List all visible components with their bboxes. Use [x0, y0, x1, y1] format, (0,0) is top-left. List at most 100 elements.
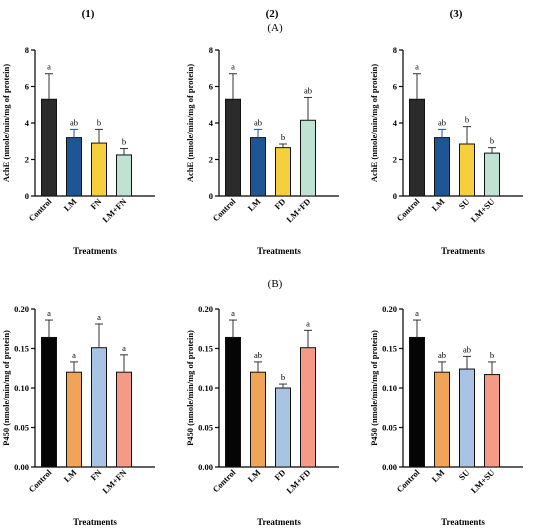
y-tick-label: 0.10: [14, 383, 29, 393]
column-label-2: (2): [266, 8, 279, 20]
x-category-label: LM+FN: [100, 467, 129, 496]
y-tick-label: 0.00: [198, 462, 213, 472]
x-category-label: LM+SU: [469, 196, 497, 224]
x-category-label: LM+FD: [284, 196, 312, 224]
bar: [409, 336, 425, 468]
significance-letter: a: [415, 62, 419, 72]
charts-group: 02468aControlabLMbFNbLM+FNTreatmentsAchE…: [1, 45, 523, 527]
significance-letter: b: [97, 117, 101, 127]
significance-letter: ab: [70, 117, 78, 127]
y-tick-label: 0.10: [198, 383, 213, 393]
bar: [116, 371, 132, 468]
y-axis-title: AchE (nmole/min/mg of protein): [1, 64, 11, 182]
y-axis-title: P450 (nmole/min/mg of protein): [369, 330, 379, 446]
x-category-label: Control: [394, 467, 421, 494]
significance-letter: b: [490, 136, 494, 146]
x-category-label: LM+FN: [100, 196, 129, 225]
x-category-label: LM+FD: [284, 467, 312, 495]
y-tick-label: 4: [209, 118, 214, 128]
y-tick-label: 0.20: [14, 304, 29, 314]
bar: [66, 137, 82, 197]
bar: [41, 336, 57, 468]
bar: [275, 387, 291, 468]
y-tick-label: 0.05: [14, 423, 29, 433]
bar: [91, 347, 107, 468]
significance-letter: a: [306, 318, 310, 328]
y-tick-label: 0.05: [382, 423, 397, 433]
x-category-label: LM: [430, 467, 447, 484]
chart-panel-5: 0.00 0.05 0.10 0.15 0.20 a Control ab LM b FD a LM+F…: [185, 304, 339, 527]
y-tick-label: 0.10: [382, 383, 397, 393]
bar: [91, 142, 107, 197]
y-tick-label: 0: [209, 191, 213, 201]
x-category-label: LM: [246, 196, 263, 213]
y-tick-label: 2: [25, 155, 29, 165]
x-category-label: FN: [88, 467, 104, 483]
significance-letter: ab: [254, 350, 262, 360]
x-category-label: Control: [26, 467, 53, 494]
y-axis-title: P450 (nmole/min/mg of protein): [1, 330, 11, 446]
x-category-label: LM: [62, 196, 79, 213]
bar: [434, 137, 450, 197]
significance-letter: ab: [438, 117, 446, 127]
chart-panel-2: 0 2 4 6 8 a Control ab LM b FD ab LM+FD Treatments Ach…: [185, 45, 339, 256]
x-category-label: Control: [210, 196, 237, 223]
x-axis-title: Treatments: [257, 517, 301, 527]
y-tick-label: 0.15: [198, 344, 213, 354]
bar: [116, 154, 132, 197]
significance-letter: b: [281, 372, 285, 382]
y-tick-label: 2: [393, 155, 397, 165]
y-tick-label: 2: [209, 155, 213, 165]
x-category-label: LM+SU: [469, 467, 497, 495]
x-axis-title: Treatments: [73, 517, 117, 527]
significance-letter: b: [490, 350, 494, 360]
y-tick-label: 4: [393, 118, 398, 128]
bar: [300, 347, 316, 468]
x-axis-title: Treatments: [73, 246, 117, 256]
bar: [484, 152, 500, 197]
significance-letter: a: [72, 350, 76, 360]
bar: [41, 98, 57, 197]
column-label-1: (1): [82, 8, 95, 20]
panel-label-b: (B): [268, 278, 283, 290]
x-category-label: Control: [26, 196, 53, 223]
x-category-label: SU: [457, 196, 472, 211]
y-axis-title: AchE (nmole/min/mg of protein): [369, 64, 379, 182]
significance-letter: b: [122, 137, 126, 147]
x-category-label: Control: [394, 196, 421, 223]
chart-panel-4: 0.00 0.05 0.10 0.15 0.20 a Control a LM a FN a LM+FN…: [1, 304, 155, 527]
x-axis-title: Treatments: [441, 246, 485, 256]
y-tick-label: 0: [393, 191, 397, 201]
significance-letter: a: [47, 308, 51, 318]
x-category-label: FD: [272, 467, 287, 482]
y-tick-label: 6: [25, 82, 29, 92]
y-tick-label: 0.15: [14, 344, 29, 354]
x-axis-title: Treatments: [441, 517, 485, 527]
bar: [250, 371, 266, 468]
bar: [225, 336, 241, 468]
significance-letter: ab: [304, 85, 312, 95]
significance-letter: b: [465, 115, 469, 125]
y-tick-label: 0.20: [198, 304, 213, 314]
y-axis-title: P450 (nmole/min/mg of protein): [185, 330, 195, 446]
significance-letter: a: [415, 308, 419, 318]
significance-letter: ab: [254, 117, 262, 127]
x-category-label: LM: [430, 196, 447, 213]
significance-letter: a: [122, 343, 126, 353]
significance-letter: b: [281, 132, 285, 142]
y-tick-label: 0.20: [382, 304, 397, 314]
bar: [66, 371, 82, 468]
bar: [434, 371, 450, 468]
bar: [225, 98, 241, 197]
x-category-label: FN: [88, 196, 104, 212]
significance-letter: a: [231, 62, 235, 72]
y-tick-label: 4: [25, 118, 30, 128]
chart-panel-3: 0 2 4 6 8 a Control ab LM b SU b LM+SU Treatments AchE…: [369, 45, 523, 256]
y-tick-label: 0.05: [198, 423, 213, 433]
bar: [409, 98, 425, 197]
y-tick-label: 0.00: [14, 462, 29, 472]
significance-letter: a: [97, 312, 101, 322]
x-category-label: LM: [246, 467, 263, 484]
bar: [459, 368, 475, 468]
